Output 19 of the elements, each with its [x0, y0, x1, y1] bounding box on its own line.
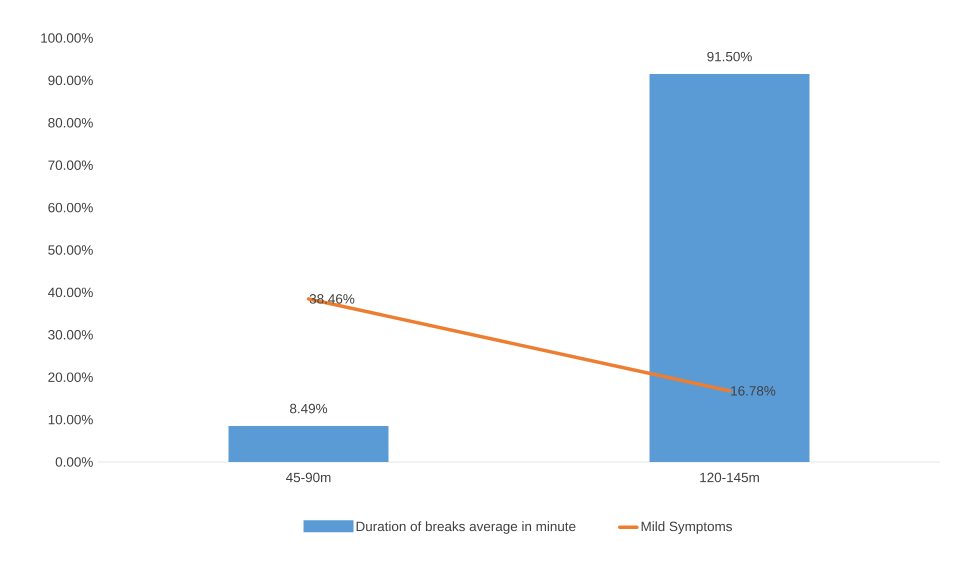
data-label: 38.46%	[310, 294, 354, 304]
data-label: 91.50%	[707, 52, 752, 62]
x-tick-label: 120-145m	[700, 472, 759, 482]
y-tick-label: 20.00%	[48, 372, 93, 382]
legend-label: Duration of breaks average in minute	[356, 521, 576, 534]
y-tick-label: 40.00%	[48, 288, 93, 298]
y-tick-label: 90.00%	[48, 76, 93, 86]
data-label: 16.78%	[731, 386, 776, 396]
legend-label: Mild Symptoms	[642, 521, 732, 534]
y-tick-label: 100.00%	[41, 33, 93, 43]
y-tick-label: 30.00%	[48, 330, 93, 340]
y-tick-label: 10.00%	[48, 414, 93, 424]
y-tick-label: 60.00%	[48, 202, 93, 212]
data-label: 8.49%	[290, 404, 328, 414]
y-tick-label: 0.00%	[56, 457, 93, 467]
y-tick-label: 50.00%	[48, 245, 93, 255]
y-tick-label: 80.00%	[48, 118, 93, 128]
y-tick-label: 70.00%	[48, 160, 93, 170]
x-tick-label: 45-90m	[286, 472, 330, 482]
